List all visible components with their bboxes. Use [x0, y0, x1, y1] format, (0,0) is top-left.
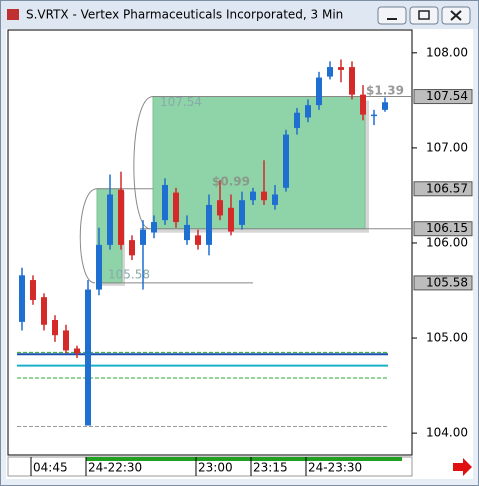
- minimize-button[interactable]: [377, 6, 407, 25]
- price-marker-label: 105.58: [426, 275, 468, 289]
- connector: [79, 188, 98, 284]
- candle-body: [30, 280, 36, 301]
- candle-body: [173, 192, 179, 223]
- candle-body: [338, 67, 344, 70]
- x-tick-label: 23:15: [253, 461, 288, 475]
- x-tick-label: 04:45: [33, 461, 68, 475]
- candle-body: [19, 275, 25, 322]
- price-marker-label: 106.15: [426, 221, 468, 235]
- candle-body: [151, 222, 157, 233]
- price-marker-box: [413, 89, 473, 105]
- candle-body: [74, 348, 80, 354]
- price-marker-label: 107.54: [426, 89, 468, 103]
- candle-body: [129, 240, 135, 256]
- candle-body: [41, 297, 47, 325]
- candle-body: [294, 112, 300, 128]
- candle-body: [217, 200, 223, 216]
- maximize-button[interactable]: [409, 6, 439, 25]
- annotation: 107.54: [160, 95, 202, 109]
- candle-body: [239, 200, 245, 225]
- y-tick-label: 104.00: [426, 426, 468, 440]
- candle-body: [283, 134, 289, 188]
- candle-body: [250, 191, 256, 201]
- price-marker-box: [413, 181, 473, 197]
- window-buttons[interactable]: [377, 6, 471, 25]
- y-tick-label: 107.00: [426, 140, 468, 154]
- range-box: [152, 96, 366, 230]
- candle-body: [96, 244, 102, 290]
- y-tick-label: 105.00: [426, 331, 468, 345]
- candle-body: [360, 94, 366, 115]
- candle-body: [371, 114, 377, 117]
- candle-body: [382, 102, 388, 110]
- candle-body: [327, 67, 333, 77]
- x-tick-label: 23:00: [198, 461, 233, 475]
- candle-body: [184, 224, 190, 241]
- candle-body: [52, 319, 58, 336]
- candle-body: [305, 105, 311, 118]
- scroll-arrow[interactable]: [453, 458, 472, 476]
- candle-body: [63, 330, 69, 351]
- price-marker-box: [413, 221, 473, 237]
- annotation: $1.39: [366, 84, 404, 98]
- y-tick-label: 108.00: [426, 45, 468, 59]
- window-title: S.VRTX - Vertex Pharmaceuticals Incorpor…: [26, 8, 343, 22]
- candle-body: [195, 235, 201, 245]
- price-marker-label: 106.57: [426, 181, 468, 195]
- candle-body: [140, 229, 146, 245]
- candle-body: [107, 194, 113, 245]
- annotation: 105.58: [108, 267, 150, 281]
- y-tick-label: 106.00: [426, 235, 468, 249]
- candle-body: [316, 77, 322, 106]
- annotation: $0.99: [212, 175, 250, 189]
- x-tick-label: 24-22:30: [88, 461, 142, 475]
- x-tick-label: 24-23:30: [308, 461, 362, 475]
- candle-body: [118, 189, 124, 245]
- candle-body: [272, 194, 278, 205]
- price-marker-box: [413, 275, 473, 291]
- candle-body: [228, 207, 234, 232]
- candle-body: [85, 289, 91, 426]
- candle-body: [261, 191, 267, 201]
- candle-body: [349, 67, 355, 95]
- candle-body: [206, 204, 212, 245]
- candle-body: [162, 184, 168, 221]
- session-bar: [86, 457, 402, 461]
- app-icon: [7, 9, 19, 20]
